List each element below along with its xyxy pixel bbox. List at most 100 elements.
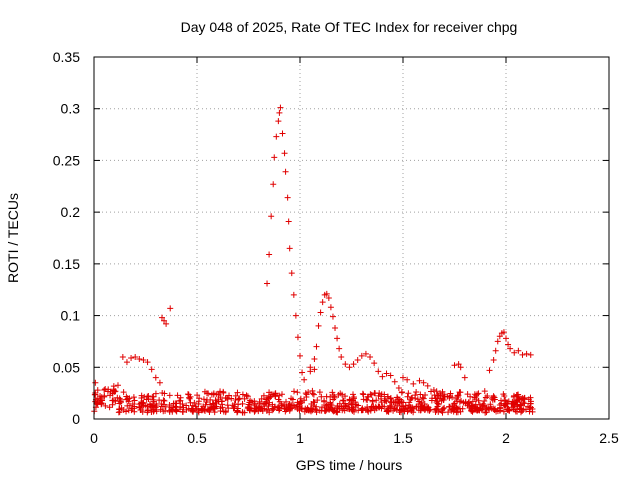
data-point: [515, 347, 522, 354]
baseline-point: [438, 397, 445, 404]
baseline-point: [199, 407, 206, 414]
baseline-point: [500, 408, 507, 415]
baseline-point: [355, 407, 362, 414]
data-point: [285, 218, 292, 225]
baseline-point: [144, 407, 151, 414]
baseline-point: [405, 402, 412, 409]
data-point: [350, 361, 357, 368]
baseline-point: [225, 405, 232, 412]
baseline-point: [179, 409, 186, 416]
baseline-point: [107, 392, 114, 399]
baseline-point: [447, 390, 454, 397]
y-axis-title: ROTI / TECUs: [5, 193, 21, 283]
data-point: [268, 213, 275, 220]
baseline-point: [149, 402, 156, 409]
y-tick-label: 0.25: [53, 152, 80, 168]
y-tick-label: 0.3: [61, 101, 81, 117]
baseline-point: [141, 393, 148, 400]
baseline-point: [92, 379, 99, 386]
data-point: [342, 361, 349, 368]
baseline-point: [371, 390, 378, 397]
data-point: [358, 352, 365, 359]
baseline-point: [109, 401, 116, 408]
data-point: [301, 376, 308, 383]
baseline-point: [518, 395, 525, 402]
baseline-point: [260, 401, 267, 408]
data-point: [457, 364, 464, 371]
baseline-point: [305, 389, 312, 396]
baseline-point: [149, 393, 156, 400]
data-point: [505, 341, 512, 348]
baseline-point: [186, 394, 193, 401]
baseline-point: [275, 404, 282, 411]
baseline-point: [413, 388, 420, 395]
data-point: [136, 356, 143, 363]
baseline-point: [469, 398, 476, 405]
baseline-point: [153, 401, 160, 408]
data-point: [290, 291, 297, 298]
baseline-point: [340, 397, 347, 404]
baseline-point: [510, 393, 517, 400]
x-tick-label: 2: [502, 430, 510, 446]
baseline-point: [435, 401, 442, 408]
baseline-point: [393, 406, 400, 413]
baseline-point: [359, 390, 366, 397]
baseline-point: [150, 396, 157, 403]
baseline-point: [410, 405, 417, 412]
baseline-point: [346, 396, 353, 403]
data-point: [323, 290, 330, 297]
data-point: [430, 387, 437, 394]
data-point: [486, 367, 493, 374]
baseline-point: [339, 397, 346, 404]
baseline-point: [138, 406, 145, 413]
grid: [94, 57, 609, 419]
baseline-point: [367, 391, 374, 398]
baseline-point: [321, 398, 328, 405]
baseline-point: [385, 407, 392, 414]
baseline-point: [367, 405, 374, 412]
baseline-point: [349, 397, 356, 404]
baseline-point: [373, 397, 380, 404]
data-point: [288, 270, 295, 277]
data-point: [297, 352, 303, 359]
baseline-point: [224, 402, 231, 409]
baseline-point: [457, 389, 464, 396]
baseline-point: [239, 391, 246, 398]
baseline-point: [441, 404, 448, 411]
data-point: [161, 317, 168, 324]
baseline-point: [236, 395, 243, 402]
data-point: [144, 359, 151, 366]
baseline-point: [449, 394, 456, 401]
baseline-point: [160, 401, 167, 408]
baseline-point: [166, 408, 173, 415]
baseline-point: [92, 390, 99, 397]
baseline-point: [195, 408, 202, 415]
y-tick-label: 0.15: [53, 256, 80, 272]
baseline-point: [294, 399, 301, 406]
baseline-point: [114, 394, 121, 401]
baseline-point: [426, 407, 433, 414]
baseline-point: [203, 396, 210, 403]
data-point: [152, 374, 159, 381]
baseline-point: [423, 403, 430, 410]
baseline-point: [467, 393, 474, 400]
baseline-point: [157, 406, 164, 413]
baseline-point: [491, 396, 498, 403]
data-point: [281, 150, 288, 157]
data-point: [299, 369, 306, 376]
data-point: [507, 345, 514, 352]
y-tick-label: 0: [72, 411, 80, 427]
baseline-point: [480, 400, 487, 407]
baseline-point: [276, 392, 283, 399]
baseline-point: [213, 391, 220, 398]
baseline-point: [234, 389, 241, 396]
y-tick-label: 0.05: [53, 359, 80, 375]
data-point: [416, 377, 423, 384]
baseline-point: [350, 391, 357, 398]
baseline-point: [173, 407, 180, 414]
baseline-point: [251, 402, 258, 409]
baseline-point: [105, 386, 112, 393]
y-tick-label: 0.35: [53, 49, 80, 65]
baseline-point: [481, 388, 488, 395]
baseline-point: [264, 406, 271, 413]
